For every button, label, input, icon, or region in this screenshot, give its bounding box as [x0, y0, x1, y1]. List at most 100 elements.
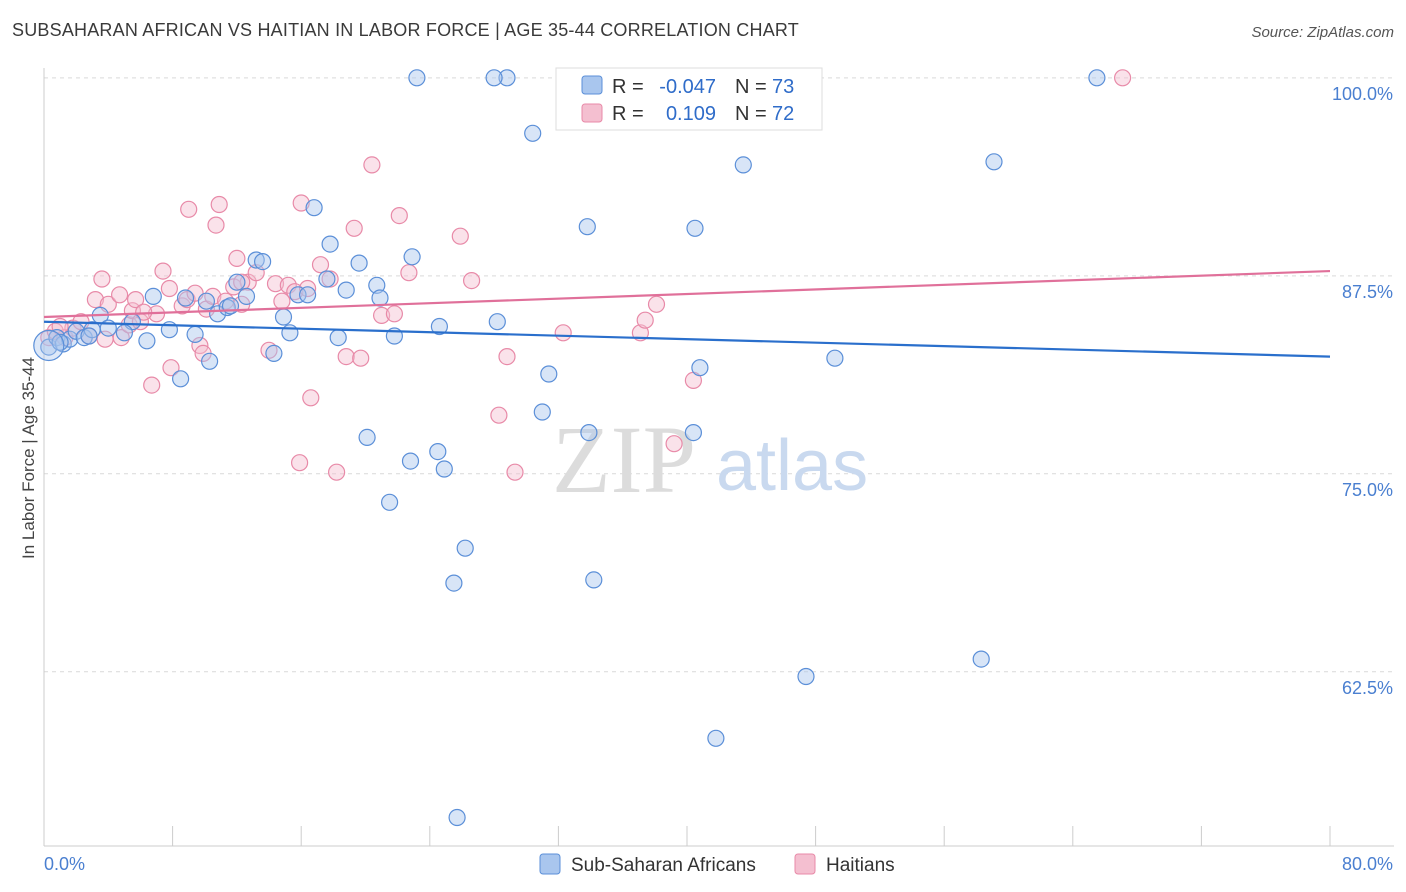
point-sub-saharan — [488, 313, 506, 331]
bottom-legend-swatch-blue — [539, 853, 561, 875]
legend: R = -0.047 N = 73 R = 0.109 N = 72 — [555, 67, 823, 131]
point-sub-saharan — [176, 289, 195, 307]
point-haitian — [373, 306, 391, 324]
point-haitian — [506, 463, 524, 481]
point-haitian — [311, 256, 330, 274]
point-sub-saharan — [408, 69, 426, 87]
grid-lines — [44, 77, 1394, 673]
point-haitian — [160, 279, 178, 298]
legend-r-value: 0.109 — [666, 103, 716, 125]
point-sub-saharan — [485, 69, 503, 87]
bottom-legend: Sub-Saharan Africans Haitians — [539, 853, 895, 876]
point-sub-saharan — [299, 286, 317, 304]
y-axis-title: In Labor Force | Age 35-44 — [19, 357, 38, 559]
point-sub-saharan — [985, 153, 1003, 171]
point-sub-saharan — [254, 253, 272, 271]
watermark: ZIP atlas — [552, 406, 868, 513]
point-sub-saharan — [247, 251, 265, 269]
point-haitian — [463, 272, 481, 290]
point-sub-saharan — [201, 352, 219, 370]
point-sub-saharan — [350, 254, 368, 272]
trend-lines — [43, 269, 1331, 358]
x-tick-label: 0.0% — [44, 854, 85, 874]
point-haitian — [345, 219, 363, 237]
point-haitian — [143, 376, 161, 394]
point-sub-saharan — [305, 199, 323, 217]
point-sub-saharan — [430, 317, 448, 336]
chart-title: SUBSAHARAN AFRICAN VS HAITIAN IN LABOR F… — [12, 20, 799, 40]
point-haitian — [299, 279, 317, 298]
point-haitian — [665, 435, 683, 453]
point-sub-saharan — [533, 403, 551, 421]
bottom-legend-label: Haitians — [826, 855, 895, 876]
point-haitian — [302, 389, 320, 407]
point-sub-saharan — [580, 424, 598, 442]
point-sub-saharan — [734, 156, 752, 174]
point-sub-saharan — [797, 667, 815, 686]
point-sub-saharan — [228, 273, 246, 291]
y-tick-label: 87.5% — [1342, 282, 1393, 302]
y-tick-label: 62.5% — [1342, 678, 1393, 698]
point-haitian — [400, 264, 418, 282]
point-sub-saharan-cluster — [33, 329, 65, 362]
point-haitian — [291, 454, 309, 472]
point-sub-saharan — [329, 329, 347, 347]
axes — [43, 68, 1394, 847]
legend-n-value: 73 — [772, 76, 794, 98]
point-haitian — [86, 291, 105, 309]
point-sub-saharan — [371, 289, 389, 307]
point-haitian — [154, 262, 172, 280]
point-haitian — [260, 341, 278, 359]
point-sub-saharan — [684, 424, 703, 442]
point-sub-saharan — [318, 270, 336, 288]
legend-swatch-blue — [581, 75, 603, 95]
point-haitian — [451, 227, 469, 245]
legend-r-label: R = — [612, 103, 644, 125]
point-sub-saharan — [435, 460, 453, 478]
point-sub-saharan — [826, 349, 844, 367]
trend-line-haitian — [43, 269, 1331, 319]
point-sub-saharan — [115, 324, 134, 342]
point-sub-saharan — [540, 365, 558, 383]
legend-n-value: 72 — [772, 103, 794, 125]
point-haitian — [498, 348, 516, 366]
point-haitian — [96, 330, 114, 348]
point-haitian — [207, 216, 225, 234]
point-sub-saharan — [48, 329, 66, 347]
point-haitian — [127, 291, 145, 309]
point-haitian — [180, 200, 198, 218]
point-sub-saharan — [445, 574, 463, 592]
point-haitian — [390, 207, 408, 225]
point-sub-saharan — [686, 219, 704, 237]
point-haitian — [352, 349, 370, 367]
point-haitian — [292, 194, 310, 212]
point-haitian — [286, 283, 304, 301]
point-haitian — [162, 359, 180, 377]
point-sub-saharan — [1088, 69, 1106, 87]
point-sub-saharan — [578, 218, 596, 236]
legend-r-label: R = — [612, 76, 644, 98]
point-haitian — [217, 292, 235, 310]
legend-n-label: N = — [735, 103, 767, 125]
point-haitian — [210, 195, 228, 214]
bottom-legend-swatch-pink — [794, 853, 816, 875]
point-sub-saharan — [265, 344, 283, 362]
watermark-zip: ZIP — [552, 406, 696, 513]
point-sub-saharan — [456, 539, 474, 557]
y-tick-labels: 62.5% 75.0% 87.5% 100.0% — [1332, 84, 1393, 698]
legend-swatch-pink — [581, 103, 603, 123]
point-haitian — [363, 156, 381, 174]
point-haitian — [385, 305, 403, 323]
point-sub-saharan — [368, 276, 386, 294]
point-sub-saharan — [138, 332, 156, 350]
x-tick-label: 80.0% — [1342, 854, 1393, 874]
point-sub-saharan — [172, 370, 190, 388]
y-tick-label: 100.0% — [1332, 84, 1393, 104]
point-haitian — [93, 270, 111, 288]
y-tick-label: 75.0% — [1342, 480, 1393, 500]
point-sub-saharan — [144, 287, 162, 305]
point-sub-saharan — [498, 69, 516, 87]
point-sub-saharan — [321, 235, 339, 253]
trend-line-sub-saharan — [43, 320, 1331, 358]
point-haitian — [636, 311, 654, 329]
